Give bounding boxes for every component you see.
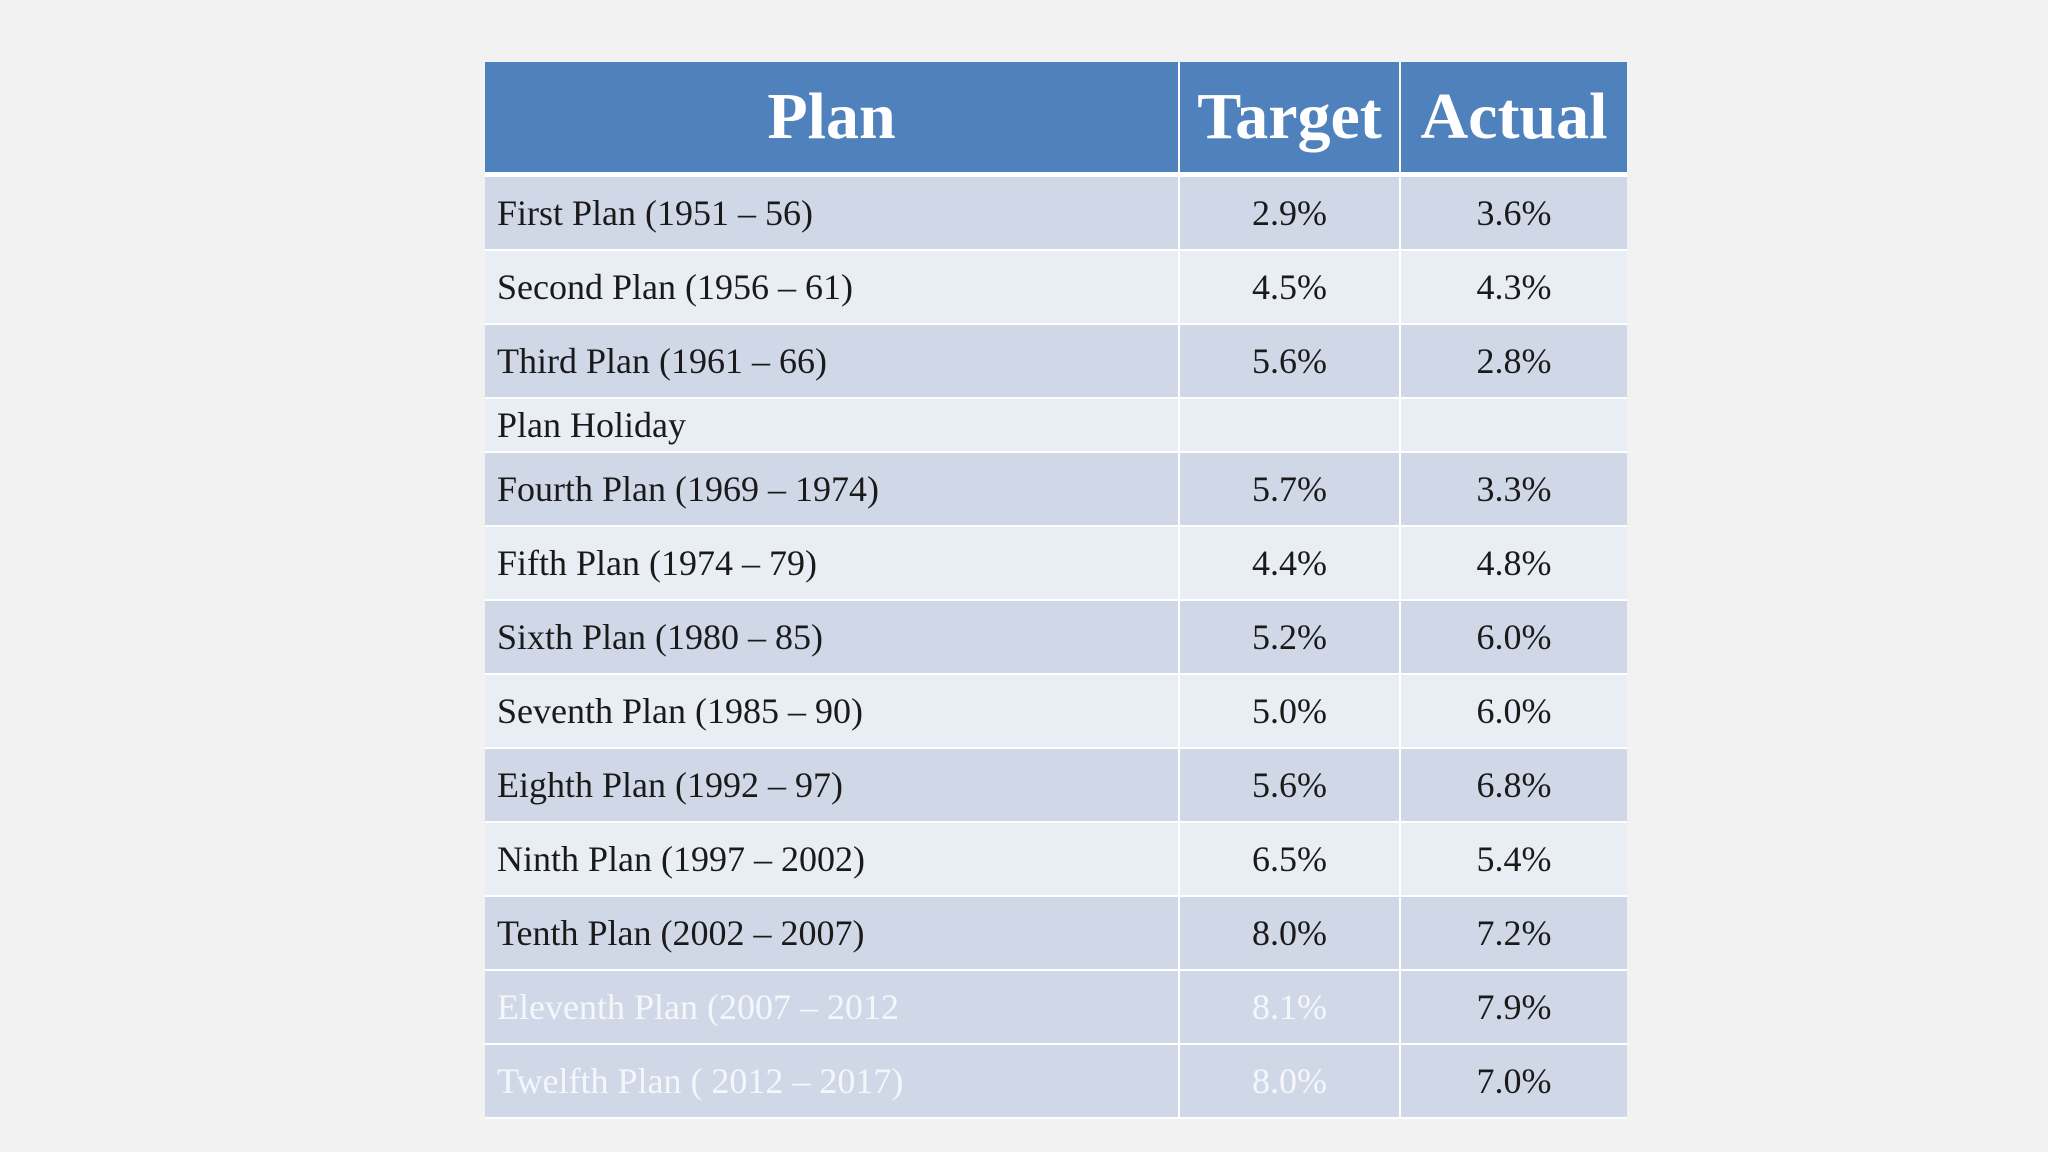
cell-plan: Second Plan (1956 – 61) <box>485 250 1180 325</box>
cell-target <box>1179 398 1401 453</box>
table-row: Eleventh Plan (2007 – 2012 8.1% 7.9% <box>485 970 1627 1045</box>
cell-target: 2.9% <box>1179 174 1401 251</box>
cell-actual: 7.9% <box>1400 970 1627 1045</box>
table-row: Fifth Plan (1974 – 79) 4.4% 4.8% <box>485 526 1627 601</box>
cell-plan: First Plan (1951 – 56) <box>485 174 1180 251</box>
cell-target: 4.5% <box>1179 250 1401 325</box>
cell-actual: 6.0% <box>1400 600 1627 675</box>
table-row: Second Plan (1956 – 61) 4.5% 4.3% <box>485 250 1627 325</box>
cell-target: 5.2% <box>1179 600 1401 675</box>
cell-target: 6.5% <box>1179 822 1401 897</box>
cell-actual: 5.4% <box>1400 822 1627 897</box>
cell-actual: 4.3% <box>1400 250 1627 325</box>
cell-target: 5.7% <box>1179 452 1401 527</box>
cell-target: 4.4% <box>1179 526 1401 601</box>
table-row: Tenth Plan (2002 – 2007) 8.0% 7.2% <box>485 896 1627 971</box>
table-row: Plan Holiday <box>485 398 1627 453</box>
header-actual: Actual <box>1400 62 1627 177</box>
table-row: Twelfth Plan ( 2012 – 2017) 8.0% 7.0% <box>485 1044 1627 1119</box>
cell-actual: 7.2% <box>1400 896 1627 971</box>
cell-plan: Fifth Plan (1974 – 79) <box>485 526 1180 601</box>
cell-plan: Ninth Plan (1997 – 2002) <box>485 822 1180 897</box>
cell-actual: 4.8% <box>1400 526 1627 601</box>
table-row: First Plan (1951 – 56) 2.9% 3.6% <box>485 174 1627 251</box>
cell-plan: Tenth Plan (2002 – 2007) <box>485 896 1180 971</box>
cell-plan: Plan Holiday <box>485 398 1180 453</box>
cell-target: 8.0% <box>1179 896 1401 971</box>
cell-actual <box>1400 398 1627 453</box>
header-row: Plan Target Actual <box>485 62 1627 177</box>
table-row: Fourth Plan (1969 – 1974) 5.7% 3.3% <box>485 452 1627 527</box>
header-target: Target <box>1179 62 1401 177</box>
cell-target: 5.6% <box>1179 748 1401 823</box>
cell-plan: Third Plan (1961 – 66) <box>485 324 1180 399</box>
cell-actual: 2.8% <box>1400 324 1627 399</box>
table-row: Seventh Plan (1985 – 90) 5.0% 6.0% <box>485 674 1627 749</box>
table-row: Ninth Plan (1997 – 2002) 6.5% 5.4% <box>485 822 1627 897</box>
plan-growth-table: Plan Target Actual First Plan (1951 – 56… <box>485 62 1627 1119</box>
cell-actual: 6.0% <box>1400 674 1627 749</box>
table-header: Plan Target Actual <box>485 62 1627 177</box>
cell-plan: Twelfth Plan ( 2012 – 2017) <box>485 1044 1180 1119</box>
cell-target: 5.6% <box>1179 324 1401 399</box>
cell-plan: Fourth Plan (1969 – 1974) <box>485 452 1180 527</box>
cell-plan: Eighth Plan (1992 – 97) <box>485 748 1180 823</box>
cell-actual: 7.0% <box>1400 1044 1627 1119</box>
cell-target: 5.0% <box>1179 674 1401 749</box>
cell-actual: 3.6% <box>1400 174 1627 251</box>
table-row: Third Plan (1961 – 66) 5.6% 2.8% <box>485 324 1627 399</box>
header-plan: Plan <box>485 62 1180 177</box>
cell-actual: 6.8% <box>1400 748 1627 823</box>
table-row: Sixth Plan (1980 – 85) 5.2% 6.0% <box>485 600 1627 675</box>
cell-plan: Eleventh Plan (2007 – 2012 <box>485 970 1180 1045</box>
cell-target: 8.0% <box>1179 1044 1401 1119</box>
cell-actual: 3.3% <box>1400 452 1627 527</box>
table-row: Eighth Plan (1992 – 97) 5.6% 6.8% <box>485 748 1627 823</box>
cell-plan: Sixth Plan (1980 – 85) <box>485 600 1180 675</box>
cell-target: 8.1% <box>1179 970 1401 1045</box>
table-body: First Plan (1951 – 56) 2.9% 3.6% Second … <box>485 174 1627 1119</box>
cell-plan: Seventh Plan (1985 – 90) <box>485 674 1180 749</box>
